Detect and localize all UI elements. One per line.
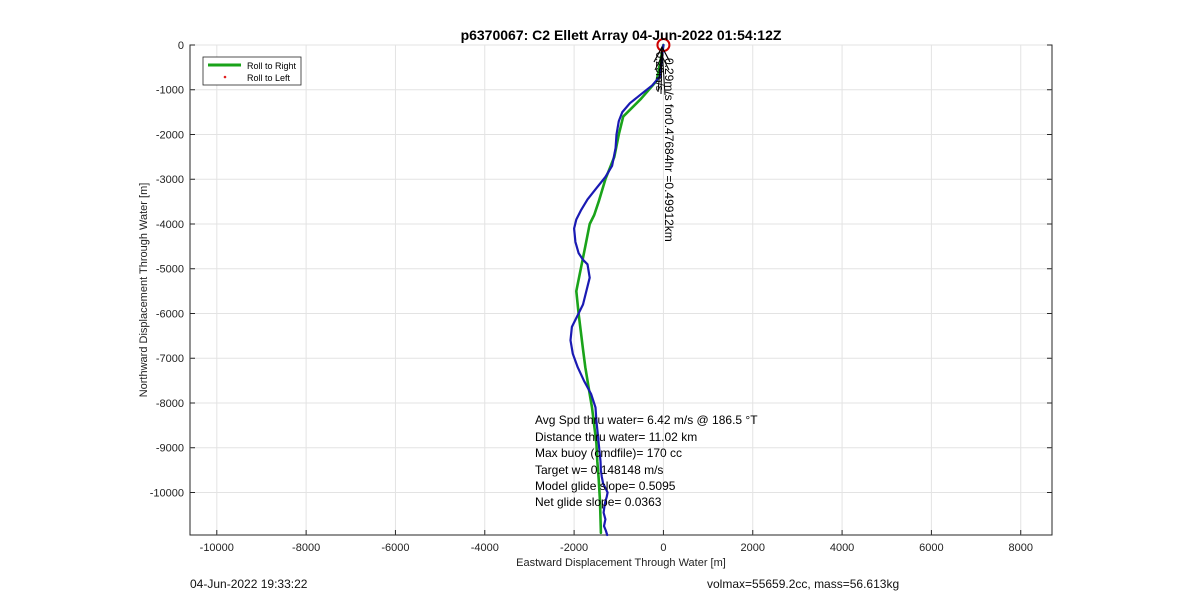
y-tick-label: -6000: [156, 308, 184, 320]
footer-volume-mass: volmax=55659.2cc, mass=56.613kg: [707, 577, 900, 591]
arrow-head: [653, 45, 671, 63]
arrow-line-2: [661, 46, 666, 96]
chart-title: p6370067: C2 Ellett Array 04-Jun-2022 01…: [461, 27, 782, 43]
arrow-cluster: 0.29m/s: [653, 45, 671, 96]
x-tick-label: 4000: [830, 542, 854, 554]
y-tick-label: -9000: [156, 443, 184, 455]
grid-lines: [190, 44, 1052, 535]
series-line-2: [569, 43, 665, 537]
x-tick-label: 2000: [741, 542, 765, 554]
y-tick-label: -1000: [156, 85, 184, 97]
annotation-distance: Distance thru water= 11.02 km: [535, 430, 697, 444]
legend-label-roll-right: Roll to Right: [247, 61, 297, 71]
x-tick-label: -6000: [381, 542, 409, 554]
arrow-head-2: [654, 54, 670, 71]
current-vector-annotation: 0.29m/s for0.47684hr =0.49912km: [662, 58, 676, 242]
y-tick-label: -7000: [156, 353, 184, 365]
series-line-1: [574, 43, 665, 535]
y-tick-label: -2000: [156, 129, 184, 141]
x-tick-label: 0: [660, 542, 666, 554]
start-position-marker: [656, 38, 671, 52]
x-tick-label: -8000: [292, 542, 320, 554]
stats-annotation-block: Avg Spd thru water= 6.42 m/s @ 186.5 °T …: [535, 413, 758, 509]
footer-timestamp: 04-Jun-2022 19:33:22: [190, 577, 308, 591]
annotation-max-buoy: Max buoy (cmdfile)= 170 cc: [535, 446, 682, 460]
x-tick-label: -10000: [200, 542, 234, 554]
x-tick-label: 6000: [919, 542, 943, 554]
legend-label-roll-left: Roll to Left: [247, 73, 291, 83]
annotation-model-glide: Model glide slope= 0.5095: [535, 479, 676, 493]
y-tick-label: -10000: [150, 487, 184, 499]
y-tick-label: -4000: [156, 219, 184, 231]
y-tick-label: -8000: [156, 398, 184, 410]
marker-layer: [656, 38, 671, 52]
arrow-cluster-label: 0.29m/s: [653, 52, 665, 92]
y-tick-label: 0: [178, 40, 184, 52]
arrow-line-3: [660, 46, 663, 95]
x-tick-label: -4000: [471, 542, 499, 554]
x-axis-label: Eastward Displacement Through Water [m]: [516, 557, 726, 569]
y-axis-ticks: 0 -1000 -2000 -3000 -4000 -5000 -6000 -7000 -800…: [150, 40, 1052, 499]
x-tick-label: -2000: [560, 542, 588, 554]
y-tick-label: -5000: [156, 264, 184, 276]
legend-box: [202, 56, 302, 86]
annotation-net-glide: Net glide slope= 0.0363: [535, 495, 662, 509]
arrow-line-1: [657, 46, 663, 93]
x-axis-ticks: -10000 -8000 -6000 -4000 -2000 0 2000 4000 6000 8…: [200, 530, 1033, 554]
plot-area: [189, 44, 1053, 536]
annotation-target-w: Target w= 0.148148 m/s: [535, 463, 663, 477]
legend-swatch-roll-left: [223, 75, 227, 79]
legend: Roll to Right Roll to Left: [202, 56, 302, 86]
series-layer: [569, 43, 665, 537]
annotation-avg-speed: Avg Spd thru water= 6.42 m/s @ 186.5 °T: [535, 413, 758, 427]
x-tick-label: 8000: [1008, 542, 1032, 554]
y-axis-label: Northward Displacement Through Water [m]: [138, 183, 150, 398]
y-tick-label: -3000: [156, 174, 184, 186]
